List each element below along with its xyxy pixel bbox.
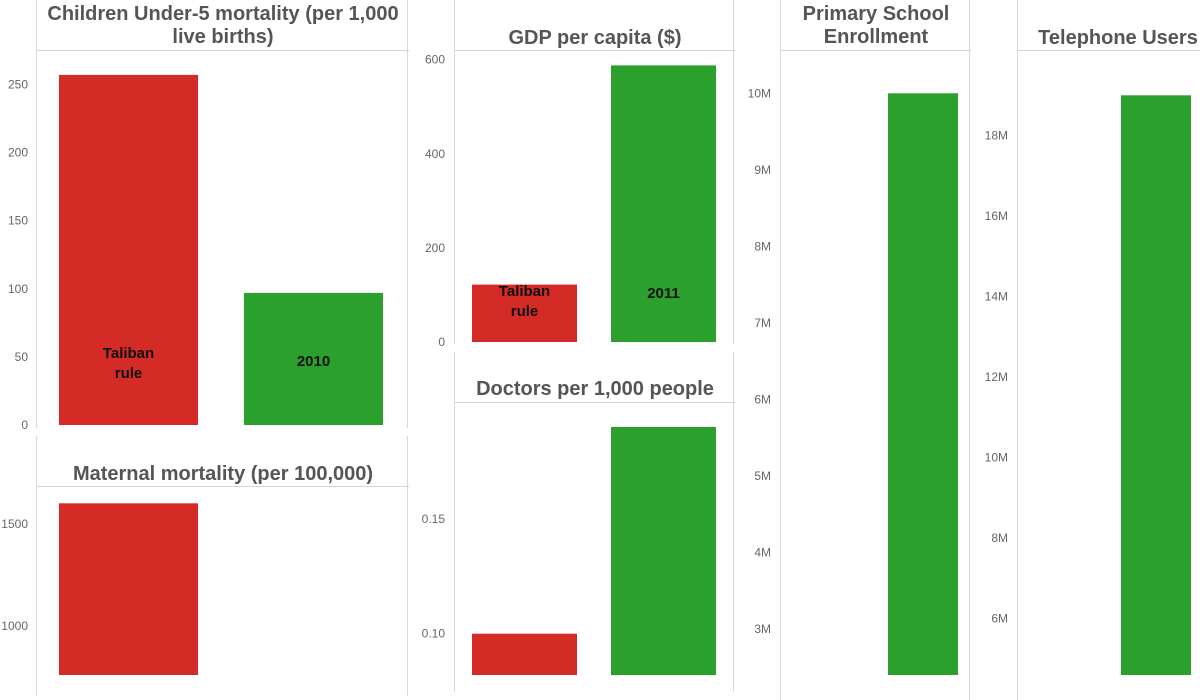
gdp-bar-taliban bbox=[472, 284, 577, 342]
phones-title-divider bbox=[1018, 50, 1200, 51]
school-ytick-8M: 8M bbox=[754, 239, 771, 253]
phones-ytick-16M: 16M bbox=[985, 209, 1008, 223]
under5-title: Children Under-5 mortality (per 1,000 li… bbox=[37, 3, 409, 49]
under5-ytick-200: 200 bbox=[8, 146, 28, 160]
under5-ytick-150: 150 bbox=[8, 214, 28, 228]
under5-bar-taliban bbox=[59, 74, 198, 426]
gdp-bar-label-0-0: Taliban bbox=[499, 283, 550, 300]
school-ytick-10M: 10M bbox=[748, 86, 771, 100]
phones-title: Telephone Users bbox=[1018, 27, 1200, 50]
under5-title-line-1: Children Under-5 mortality (per 1,000 bbox=[47, 3, 399, 25]
doctors-ytick-0.15: 0.15 bbox=[422, 512, 446, 526]
doctors-bar-recent bbox=[611, 427, 716, 675]
phones-ytick-8M: 8M bbox=[991, 531, 1008, 545]
maternal-bar-taliban bbox=[59, 503, 198, 675]
under5-ytick-50: 50 bbox=[15, 350, 29, 364]
gdp-title: GDP per capita ($) bbox=[455, 27, 735, 50]
gdp-bar-label-1-0: 2011 bbox=[647, 285, 680, 302]
maternal-title: Maternal mortality (per 100,000) bbox=[37, 463, 409, 486]
gdp-ytick-600: 600 bbox=[425, 53, 445, 67]
school-title: Primary School Enrollment bbox=[781, 3, 971, 49]
school-ytick-7M: 7M bbox=[754, 316, 771, 330]
under5-title-divider bbox=[37, 50, 409, 51]
phones-bar-recent bbox=[1121, 95, 1191, 675]
gdp-title-line-1: GDP per capita ($) bbox=[508, 27, 682, 49]
phones-ytick-18M: 18M bbox=[985, 129, 1008, 143]
charts-canvas: 0 50 100 150 200 250 Taliban rule 2010 1000 1500 0 2… bbox=[1, 53, 1191, 675]
gdp-ytick-0: 0 bbox=[438, 335, 445, 349]
school-bar-recent bbox=[888, 93, 958, 675]
under5-ytick-0: 0 bbox=[21, 418, 28, 432]
gdp-bar-recent bbox=[611, 65, 716, 343]
gdp-ytick-400: 400 bbox=[425, 147, 445, 161]
under5-bar-label-1-0: 2010 bbox=[297, 353, 330, 370]
under5-ytick-100: 100 bbox=[8, 282, 28, 296]
school-ytick-5M: 5M bbox=[754, 469, 771, 483]
gdp-title-divider bbox=[455, 50, 735, 51]
doctors-bar-taliban bbox=[472, 633, 577, 675]
school-title-line-1: Primary School bbox=[802, 3, 950, 25]
school-ytick-4M: 4M bbox=[754, 546, 771, 560]
under5-ytick-250: 250 bbox=[8, 77, 28, 91]
school-ytick-9M: 9M bbox=[754, 163, 771, 177]
maternal-title-divider bbox=[37, 486, 409, 487]
phones-ytick-6M: 6M bbox=[991, 612, 1008, 626]
under5-bar-recent bbox=[244, 292, 383, 425]
school-ytick-6M: 6M bbox=[754, 392, 771, 406]
under5-bar-label-0-1: rule bbox=[115, 365, 143, 382]
maternal-ytick-1500: 1500 bbox=[1, 517, 28, 531]
maternal-title-line-1: Maternal mortality (per 100,000) bbox=[72, 463, 374, 485]
under5-title-line-2: live births) bbox=[172, 26, 274, 48]
maternal-ytick-1000: 1000 bbox=[1, 619, 28, 633]
school-ytick-3M: 3M bbox=[754, 622, 771, 636]
under5-bar-label-0-0: Taliban bbox=[103, 345, 154, 362]
phones-ytick-14M: 14M bbox=[985, 290, 1008, 304]
phones-ytick-10M: 10M bbox=[985, 451, 1008, 465]
gdp-ytick-200: 200 bbox=[425, 241, 445, 255]
doctors-ytick-0.10: 0.10 bbox=[422, 627, 446, 641]
doctors-title: Doctors per 1,000 people bbox=[455, 378, 735, 401]
phones-title-line-1: Telephone Users bbox=[1038, 27, 1198, 49]
doctors-title-divider bbox=[455, 402, 735, 403]
school-title-divider bbox=[781, 50, 971, 51]
school-title-line-2: Enrollment bbox=[823, 26, 929, 48]
doctors-title-line-1: Doctors per 1,000 people bbox=[476, 378, 714, 400]
phones-ytick-12M: 12M bbox=[985, 370, 1008, 384]
gdp-bar-label-0-1: rule bbox=[511, 303, 539, 320]
